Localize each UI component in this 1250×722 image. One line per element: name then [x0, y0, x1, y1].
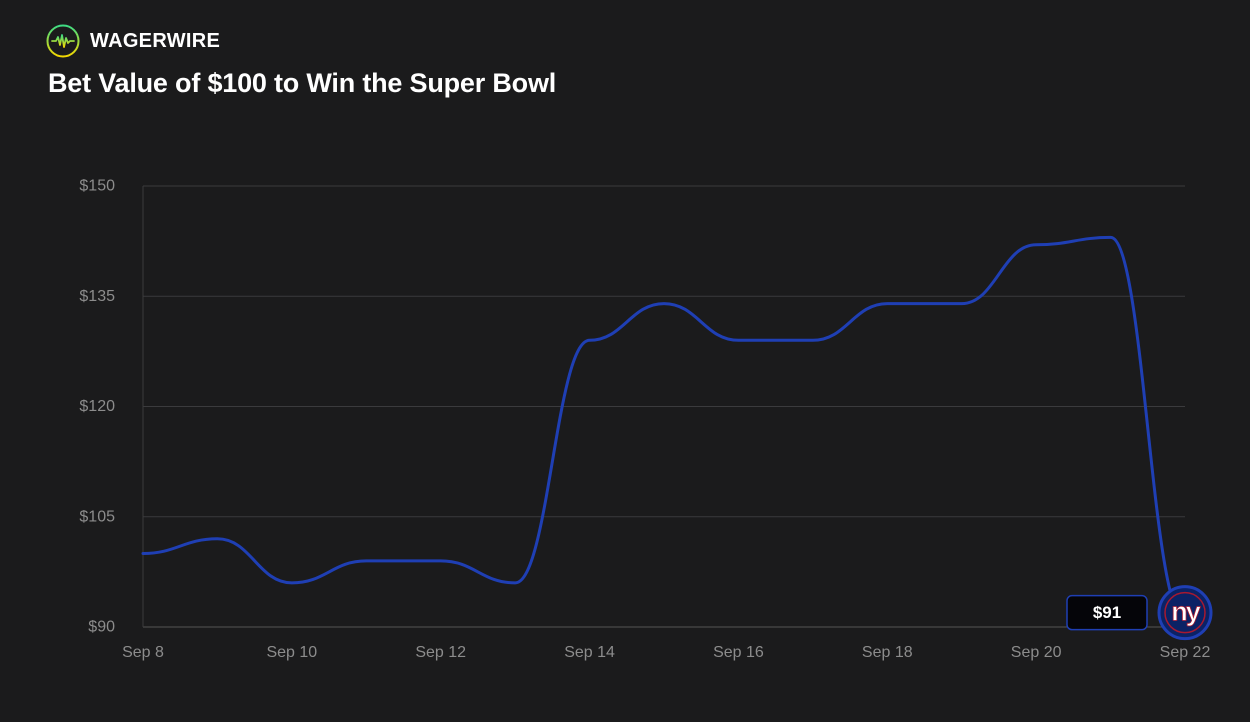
grid-lines [142, 185, 1185, 628]
end-value-label: $91 [1093, 603, 1121, 622]
x-tick-label: Sep 18 [862, 644, 913, 661]
x-tick-label: Sep 8 [122, 644, 164, 661]
x-tick-label: Sep 22 [1160, 644, 1211, 661]
y-tick-label: $150 [79, 178, 115, 195]
team-marker-fill [1164, 591, 1206, 634]
y-tick-label: $90 [88, 619, 115, 636]
series-line [141, 235, 1187, 622]
x-tick-label: Sep 14 [564, 644, 615, 661]
y-axis-tick-labels: $90 $105 $120 $135 $150 [79, 178, 115, 636]
y-tick-label: $120 [79, 398, 115, 415]
y-tick-label: $105 [79, 508, 115, 525]
x-tick-label: Sep 12 [415, 644, 466, 661]
team-marker-text: ny [1171, 597, 1200, 627]
x-tick-label: Sep 16 [713, 644, 764, 661]
y-tick-label: $135 [79, 288, 115, 305]
chart-title: Bet Value of $100 to Win the Super Bowl [48, 68, 557, 98]
brand-name: WAGERWIRE [90, 29, 221, 52]
end-value-badge: $91 [1066, 594, 1148, 631]
pulse-wave-icon [46, 24, 80, 58]
brand: WAGERWIRE [46, 24, 220, 58]
new-york-giants-logo-icon: ny [1157, 585, 1213, 641]
x-tick-label: Sep 10 [266, 644, 317, 661]
x-tick-label: Sep 20 [1011, 644, 1062, 661]
x-axis-tick-labels: Sep 8 Sep 10 Sep 12 Sep 14 Sep 16 Sep 18 Sep 2… [122, 644, 1210, 661]
end-value-box [1066, 594, 1148, 631]
